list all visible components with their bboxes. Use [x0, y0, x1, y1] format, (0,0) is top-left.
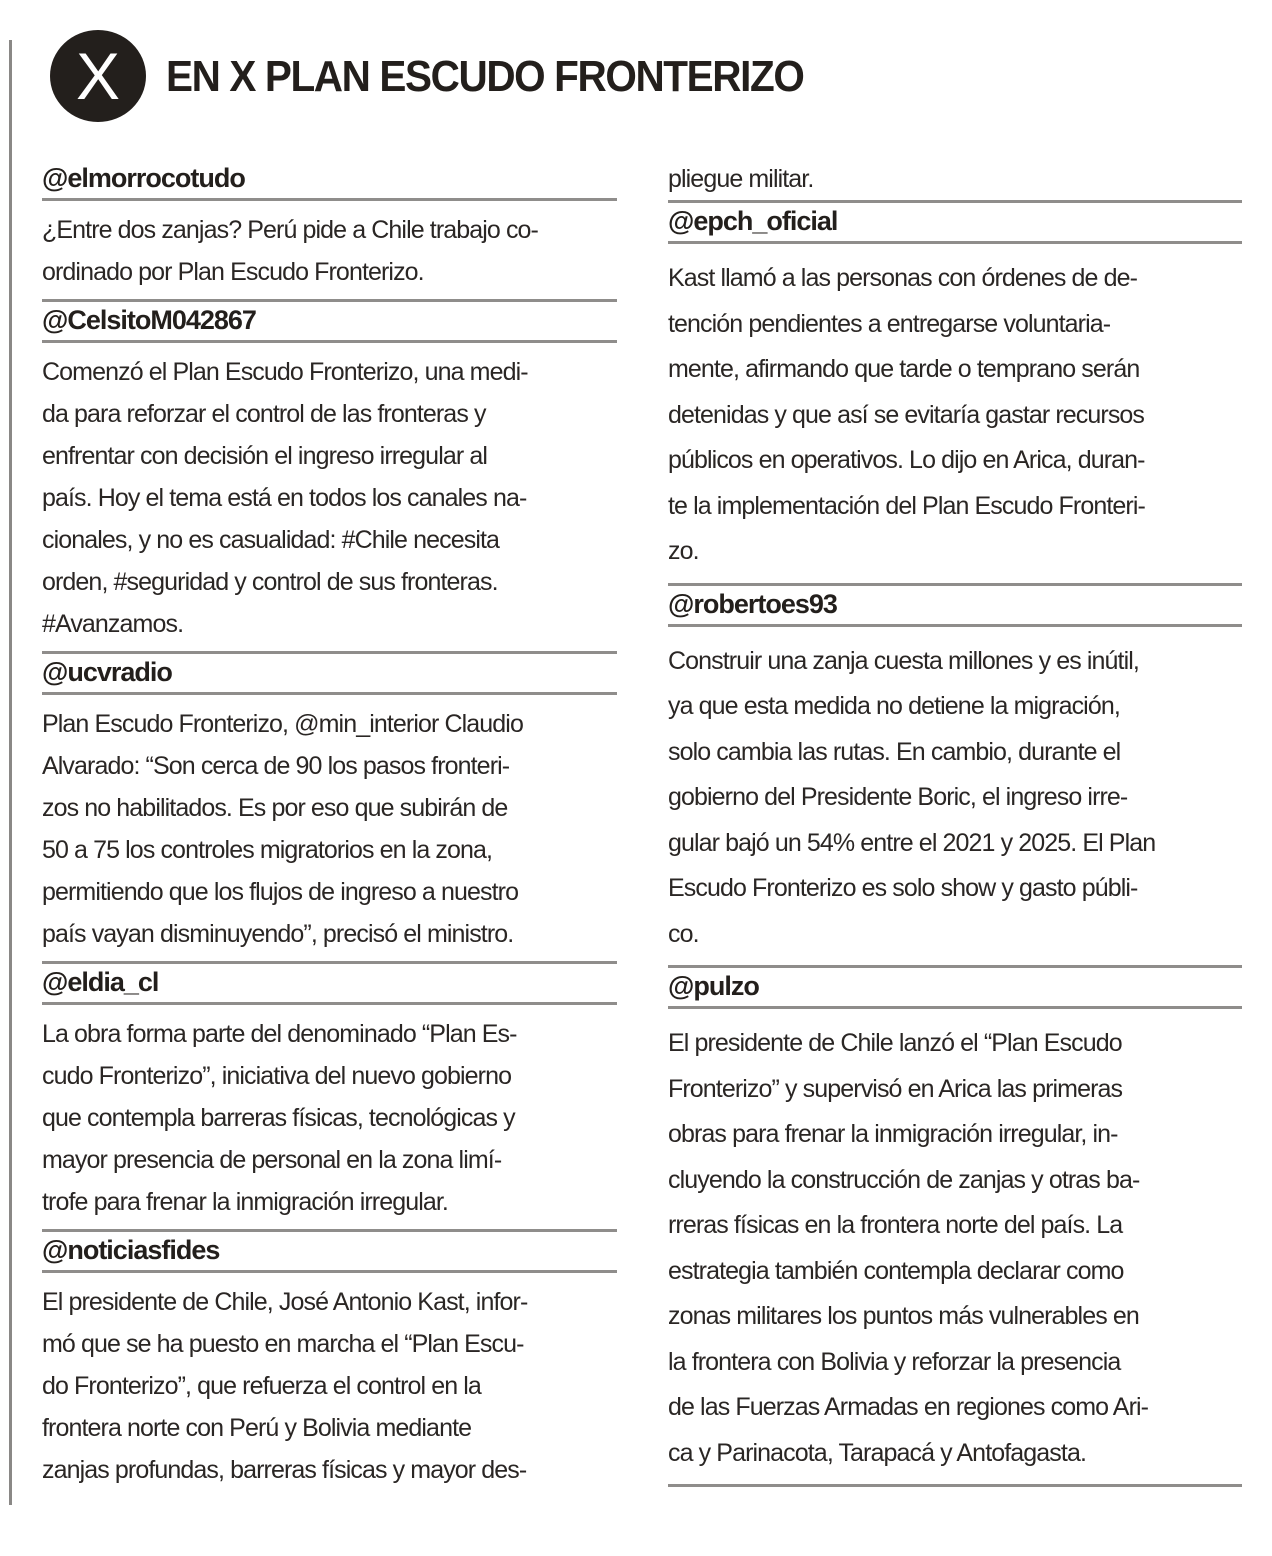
tweet-post: @ucvradio Plan Escudo Fronterizo, @min_in… — [42, 654, 617, 964]
divider — [668, 965, 1242, 968]
tweet-text: El presidente de Chile, José Antonio Kas… — [42, 1273, 617, 1497]
text-line: El presidente de Chile, José Antonio Kas… — [42, 1288, 528, 1316]
text-line: frontera norte con Perú y Bolivia median… — [42, 1414, 472, 1442]
divider — [42, 299, 617, 302]
tweet-handle: @ucvradio — [42, 657, 173, 687]
text-line: enfrentar con decisión el ingreso irregu… — [42, 442, 488, 470]
x-logo-icon: X — [50, 30, 146, 122]
tweet-handle: @epch_oficial — [668, 206, 838, 236]
divider — [42, 1229, 617, 1232]
tweet-post: @pulzo El presidente de Chile lanzó el “P… — [668, 968, 1242, 1487]
text-line: rreras físicas en la frontera norte del … — [668, 1211, 1123, 1239]
tweet-handle: @robertoes93 — [668, 588, 838, 619]
tweet-text: El presidente de Chile lanzó el “Plan Es… — [668, 1009, 1242, 1484]
tweet-text: Construir una zanja cuesta millones y es… — [668, 627, 1242, 966]
divider — [42, 651, 617, 654]
text-line: mayor presencia de personal en la zona l… — [42, 1146, 502, 1174]
tweet-post: @noticiasfides El presidente de Chile, Jo… — [42, 1232, 617, 1497]
tweet-handle: @pulzo — [668, 971, 760, 1001]
text-line: ¿Entre dos zanjas? Perú pide a Chile tra… — [42, 216, 539, 244]
text-line: Comenzó el Plan Escudo Fronterizo, una m… — [42, 358, 529, 386]
text-line: estrategia también contempla declarar co… — [668, 1256, 1124, 1285]
tweet-post: @epch_oficial Kast llamó a las personas c… — [668, 203, 1242, 586]
text-line: zos no habilitados. Es por eso que subir… — [42, 794, 508, 822]
text-line: detenidas y que así se evitaría gastar r… — [668, 400, 1145, 429]
divider — [42, 1002, 617, 1005]
text-line: país. Hoy el tema está en todos los cana… — [42, 484, 527, 512]
text-line: país vayan disminuyendo”, precisó el min… — [42, 920, 514, 948]
divider — [42, 1270, 617, 1273]
text-line: 50 a 75 los controles migratorios en la … — [42, 836, 493, 864]
text-line: La obra forma parte del denominado “Plan… — [42, 1020, 517, 1048]
tweet-text: La obra forma parte del denominado “Plan… — [42, 1005, 617, 1229]
tweet-handle: @CelsitoM042867 — [42, 305, 257, 335]
text-line: obras para frenar la inmigración irregul… — [668, 1120, 1119, 1148]
text-line: zonas militares los puntos más vulnerabl… — [668, 1302, 1140, 1330]
text-line: de las Fuerzas Armadas en regiones como … — [668, 1393, 1149, 1421]
text-line: zanjas profundas, barreras físicas y may… — [42, 1456, 527, 1484]
text-line: Plan Escudo Fronterizo, @min_interior Cl… — [42, 710, 524, 738]
text-line: cudo Fronterizo”, iniciativa del nuevo g… — [42, 1062, 512, 1090]
text-line: cionales, y no es casualidad: #Chile nec… — [42, 526, 500, 554]
tweet-handle: @eldia_cl — [42, 967, 159, 997]
divider — [668, 582, 1242, 586]
text-line: Escudo Fronterizo es solo show y gasto p… — [668, 874, 1138, 902]
text-line: cluyendo la construcción de zanjas y otr… — [668, 1165, 1140, 1194]
column-rule — [9, 40, 12, 1505]
text-line: mente, afirmando que tarde o temprano se… — [668, 355, 1140, 383]
text-line: zo. — [668, 537, 700, 565]
text-line: Kast llamó a las personas con órdenes de… — [668, 264, 1138, 292]
post-continuation: pliegue militar. — [668, 165, 814, 193]
text-line: que contempla barreras físicas, tecnológ… — [42, 1104, 516, 1132]
divider — [668, 241, 1242, 244]
text-line: tención pendientes a entregarse voluntar… — [668, 309, 1111, 338]
text-line: te la implementación del Plan Escudo Fro… — [668, 491, 1146, 520]
divider — [668, 200, 1242, 203]
divider — [668, 623, 1242, 627]
tweet-post: @eldia_cl La obra forma parte del denomin… — [42, 964, 617, 1232]
tweet-post: @CelsitoM042867 Comenzó el Plan Escudo Fr… — [42, 302, 617, 654]
text-line: permitiendo que los flujos de ingreso a … — [42, 878, 519, 906]
text-line: do Fronterizo”, que refuerza el control … — [42, 1372, 482, 1400]
page-title: EN X PLAN ESCUDO FRONTERIZO — [166, 52, 805, 101]
divider — [42, 692, 617, 695]
text-line: públicos en operativos. Lo dijo en Arica… — [668, 446, 1145, 474]
tweet-handle: @elmorrocotudo — [42, 163, 246, 193]
tweet-post: @elmorrocotudo ¿Entre dos zanjas? Perú pi… — [42, 160, 617, 302]
divider — [668, 1006, 1242, 1009]
tweet-post: @robertoes93 Construir una zanja cuesta m… — [668, 586, 1242, 968]
text-line: trofe para frenar la inmigración irregul… — [42, 1188, 449, 1216]
tweet-handle: @noticiasfides — [42, 1235, 220, 1265]
text-line: ya que esta medida no detiene la migraci… — [668, 692, 1121, 720]
logo-letter: X — [75, 39, 121, 113]
divider — [668, 1484, 1242, 1487]
text-line: ordinado por Plan Escudo Fronterizo. — [42, 258, 425, 286]
divider — [42, 961, 617, 964]
text-line: Fronterizo” y supervisó en Arica las pri… — [668, 1074, 1123, 1103]
text-line: gobierno del Presidente Boric, el ingres… — [668, 783, 1128, 811]
text-line: #Avanzamos. — [42, 610, 184, 638]
tweet-text: ¿Entre dos zanjas? Perú pide a Chile tra… — [42, 201, 617, 299]
text-line: El presidente de Chile lanzó el “Plan Es… — [668, 1029, 1123, 1057]
text-line: Construir una zanja cuesta millones y es… — [668, 646, 1140, 675]
text-line: mó que se ha puesto en marcha el “Plan E… — [42, 1330, 524, 1358]
left-column: @elmorrocotudo ¿Entre dos zanjas? Perú pi… — [42, 160, 617, 1497]
text-line: orden, #seguridad y control de sus front… — [42, 568, 499, 596]
right-column: pliegue militar. @epch_oficial Kast llamó… — [668, 160, 1242, 1487]
text-line: co. — [668, 919, 700, 948]
text-line: da para reforzar el control de las front… — [42, 400, 486, 428]
text-line: la frontera con Bolivia y reforzar la pr… — [668, 1347, 1121, 1376]
tweet-text: Comenzó el Plan Escudo Fronterizo, una m… — [42, 343, 617, 651]
tweet-text: Kast llamó a las personas con órdenes de… — [668, 244, 1242, 583]
text-line: gular bajó un 54% entre el 2021 y 2025. … — [668, 828, 1156, 857]
divider — [42, 340, 617, 343]
text-line: solo cambia las rutas. En cambio, durant… — [668, 737, 1121, 766]
text-line: ca y Parinacota, Tarapacá y Antofagasta. — [668, 1438, 1087, 1467]
tweet-text: Plan Escudo Fronterizo, @min_interior Cl… — [42, 695, 617, 961]
text-line: Alvarado: “Son cerca de 90 los pasos fro… — [42, 752, 510, 780]
divider — [42, 198, 617, 201]
